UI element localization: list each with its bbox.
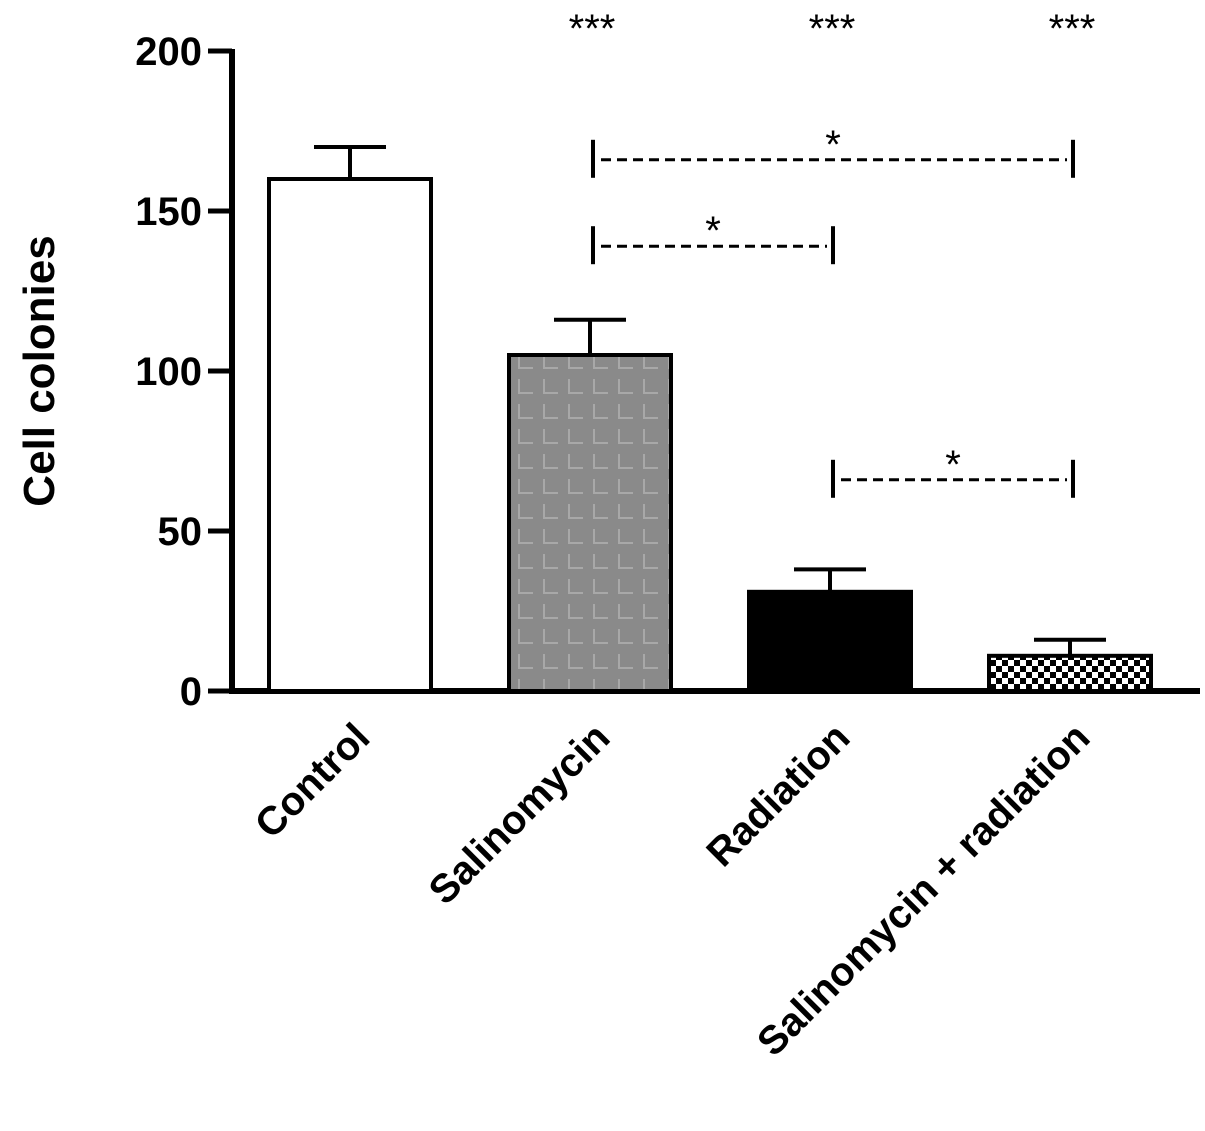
y-axis-label: Cell colonies (15, 235, 64, 506)
bar-salinomycin (507, 353, 673, 693)
y-tick-label-200: 200 (135, 30, 202, 74)
bar-salinomycin-radiation (987, 653, 1153, 693)
significance-stars-2: *** (809, 7, 856, 51)
comparison-2-label: * (945, 443, 961, 487)
y-tick-label-100: 100 (135, 350, 202, 394)
comparison-1-label: * (705, 209, 721, 253)
x-tick-label-1: Salinomycin (421, 715, 619, 913)
comparison-0-label: * (825, 123, 841, 167)
y-tick-label-0: 0 (180, 670, 202, 714)
y-tick-label-50: 50 (158, 510, 203, 554)
x-tick-label-2: Radiation (698, 715, 858, 875)
significance-stars-3: *** (1049, 7, 1096, 51)
bar-radiation (747, 589, 913, 693)
significance-annotations: *** *** ****** (569, 7, 1096, 498)
x-tick-label-0: Control (247, 715, 379, 847)
y-tick-label-150: 150 (135, 190, 202, 234)
significance-stars-1: *** (569, 7, 616, 51)
bars (267, 145, 1153, 693)
bar-control (267, 177, 433, 693)
